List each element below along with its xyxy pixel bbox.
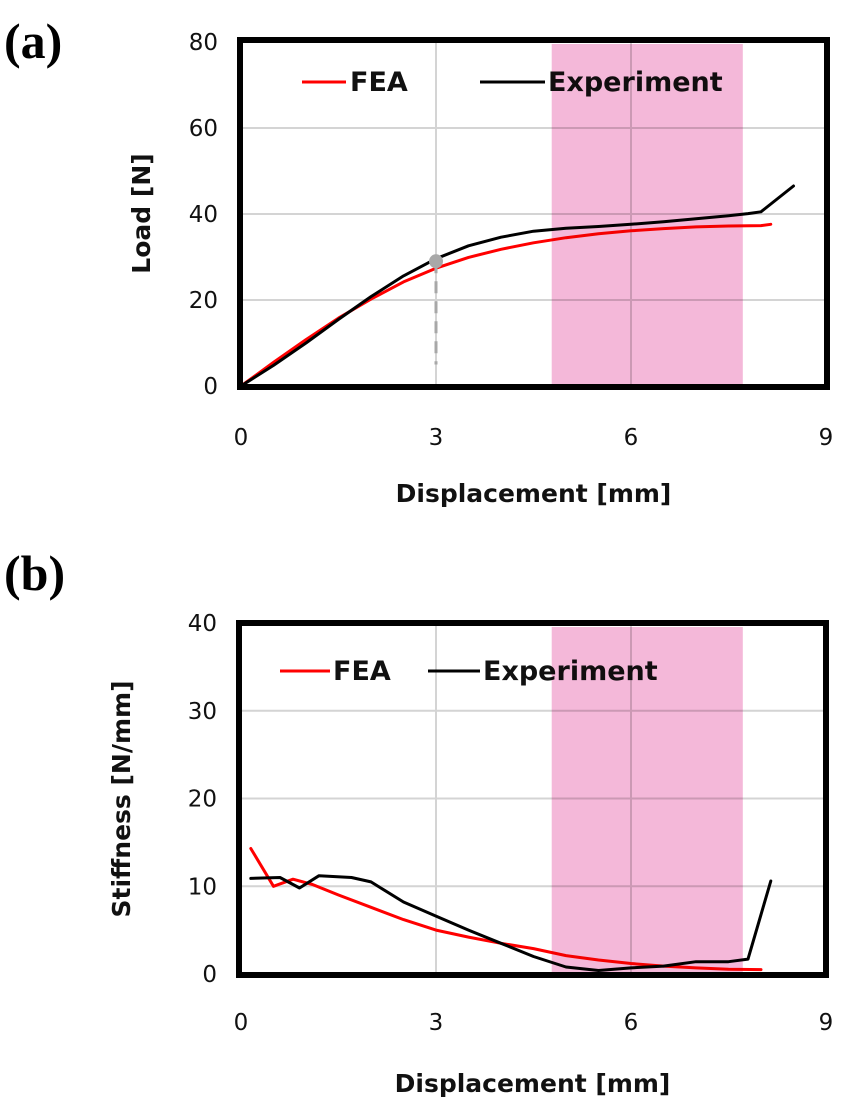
plot-frame [237, 37, 830, 390]
x-tick-label: 0 [234, 425, 249, 451]
annotation-marker [429, 254, 443, 269]
legend-label-fea: FEA [350, 67, 408, 98]
panel-b-stiffness-chart: (b)FEAExperiment0102030400369Displacemen… [4, 545, 833, 1098]
y-tick-label: 80 [189, 30, 218, 56]
y-axis-title: Load [N] [127, 153, 156, 273]
y-axis-title: Stiffness [N/mm] [107, 681, 136, 918]
x-tick-label: 9 [819, 425, 834, 451]
y-tick-label: 20 [189, 288, 218, 314]
highlight-band [551, 627, 743, 973]
y-tick-label: 20 [188, 787, 217, 813]
y-tick-label: 40 [189, 202, 218, 228]
y-tick-label: 0 [203, 374, 218, 400]
x-tick-label: 3 [429, 1010, 444, 1036]
y-tick-label: 10 [188, 874, 217, 900]
panel-a-load-chart: (a)FEAExperiment0204060800369Displacemen… [4, 13, 833, 508]
x-tick-label: 0 [234, 1010, 249, 1036]
x-axis-title: Displacement [mm] [395, 1069, 671, 1098]
legend-label-fea: FEA [333, 656, 391, 687]
highlight-band [551, 44, 743, 385]
x-tick-label: 6 [624, 425, 639, 451]
x-tick-label: 9 [819, 1010, 834, 1036]
x-tick-label: 6 [624, 1010, 639, 1036]
x-axis-title: Displacement [mm] [396, 479, 672, 508]
y-tick-label: 30 [188, 699, 217, 725]
y-tick-label: 40 [188, 611, 217, 637]
x-tick-label: 3 [429, 425, 444, 451]
panel-label: (b) [4, 545, 65, 601]
y-tick-label: 0 [202, 962, 217, 988]
plot-frame [236, 620, 829, 978]
panel-label: (a) [4, 13, 62, 69]
y-tick-label: 60 [189, 116, 218, 142]
